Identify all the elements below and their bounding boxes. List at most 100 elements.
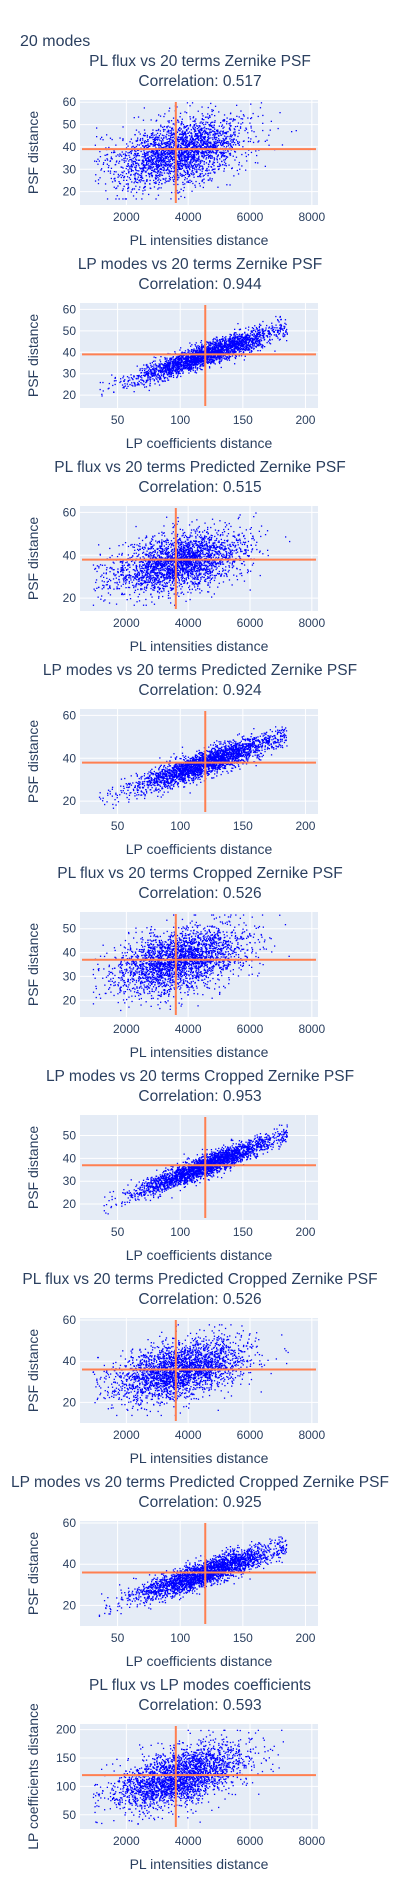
scatter-point [245, 337, 248, 339]
scatter-point [186, 146, 189, 149]
scatter-point [179, 137, 181, 139]
scatter-point [120, 176, 122, 179]
scatter-point [129, 141, 131, 143]
scatter-point [193, 176, 195, 178]
scatter-point [150, 163, 152, 165]
scatter-point [157, 373, 159, 376]
scatter-point [163, 373, 166, 375]
scatter-point [169, 155, 171, 157]
scatter-point [169, 357, 172, 359]
scatter-point [187, 157, 189, 159]
scatter-point [169, 152, 171, 154]
scatter-point [240, 347, 243, 349]
scatter-point [197, 145, 200, 147]
scatter-point [133, 381, 135, 384]
scatter-point [252, 342, 254, 344]
scatter-point [149, 382, 151, 384]
scatter-point [157, 373, 159, 375]
scatter-point [182, 134, 184, 136]
scatter-point [173, 156, 175, 158]
scatter-point [179, 358, 181, 360]
scatter-point [260, 324, 262, 326]
scatter-point [252, 141, 255, 144]
scatter-point [153, 168, 155, 171]
scatter-point [226, 145, 228, 148]
scatter-point [133, 160, 135, 163]
scatter-point [207, 352, 209, 354]
scatter-point [161, 151, 163, 154]
scatter-point [178, 157, 180, 159]
scatter-point [180, 138, 182, 140]
scatter-point [165, 157, 167, 159]
scatter-point [168, 152, 170, 155]
scatter-point [200, 127, 202, 129]
scatter-point [256, 154, 258, 157]
scatter-point [227, 338, 229, 340]
scatter-point [179, 174, 181, 176]
scatter-point [209, 161, 211, 163]
scatter-point [155, 162, 157, 165]
scatter-point [244, 342, 246, 344]
scatter-point [222, 152, 225, 155]
scatter-point [198, 127, 200, 129]
scatter-point [180, 124, 182, 126]
scatter-point [144, 156, 147, 158]
scatter-point [165, 145, 168, 147]
scatter-point [146, 162, 148, 164]
scatter-point [170, 137, 172, 139]
scatter-point [239, 168, 241, 170]
scatter-point [170, 360, 172, 362]
scatter-point [99, 138, 102, 140]
scatter-point [139, 368, 141, 370]
scatter-point [121, 166, 123, 168]
scatter-point [167, 151, 169, 153]
scatter-point [143, 180, 145, 182]
scatter-point [242, 140, 245, 142]
scatter-point [258, 331, 260, 333]
scatter-point [248, 339, 251, 341]
scatter-point [185, 143, 187, 145]
scatter-point [175, 365, 177, 367]
scatter-point [145, 379, 148, 381]
scatter-point [212, 134, 214, 136]
scatter-point [226, 359, 228, 361]
scatter-point [166, 168, 168, 171]
scatter-point [225, 136, 227, 138]
scatter-point [258, 329, 260, 331]
scatter-point [169, 363, 172, 365]
scatter-point [218, 140, 220, 142]
scatter-point [169, 150, 171, 152]
scatter-point [234, 159, 236, 161]
scatter-point [194, 128, 196, 130]
scatter-point [240, 345, 242, 347]
scatter-point [141, 180, 143, 182]
scatter-point [247, 349, 249, 351]
scatter-point [200, 165, 202, 167]
scatter-point [222, 163, 224, 166]
scatter-point [269, 338, 271, 340]
scatter-point [223, 142, 226, 144]
scatter-point [189, 367, 191, 369]
scatter-point [166, 172, 168, 174]
scatter-point [164, 142, 167, 144]
scatter-point [179, 372, 181, 375]
scatter-point [178, 167, 180, 169]
scatter-point [171, 366, 173, 368]
scatter-point [162, 166, 164, 169]
scatter-point [169, 130, 171, 132]
scatter-point [149, 150, 151, 153]
scatter-point [193, 144, 195, 146]
scatter-point [186, 162, 188, 164]
scatter-point [215, 345, 217, 347]
scatter-point [277, 127, 279, 130]
scatter-point [237, 135, 239, 138]
scatter-point [209, 341, 212, 343]
scatter-point [179, 154, 182, 156]
scatter-point [191, 146, 194, 148]
scatter-point [169, 135, 172, 137]
scatter-point [242, 351, 245, 353]
scatter-point [213, 347, 216, 349]
scatter-point [126, 176, 129, 178]
scatter-point [156, 150, 158, 153]
scatter-point [164, 152, 166, 154]
